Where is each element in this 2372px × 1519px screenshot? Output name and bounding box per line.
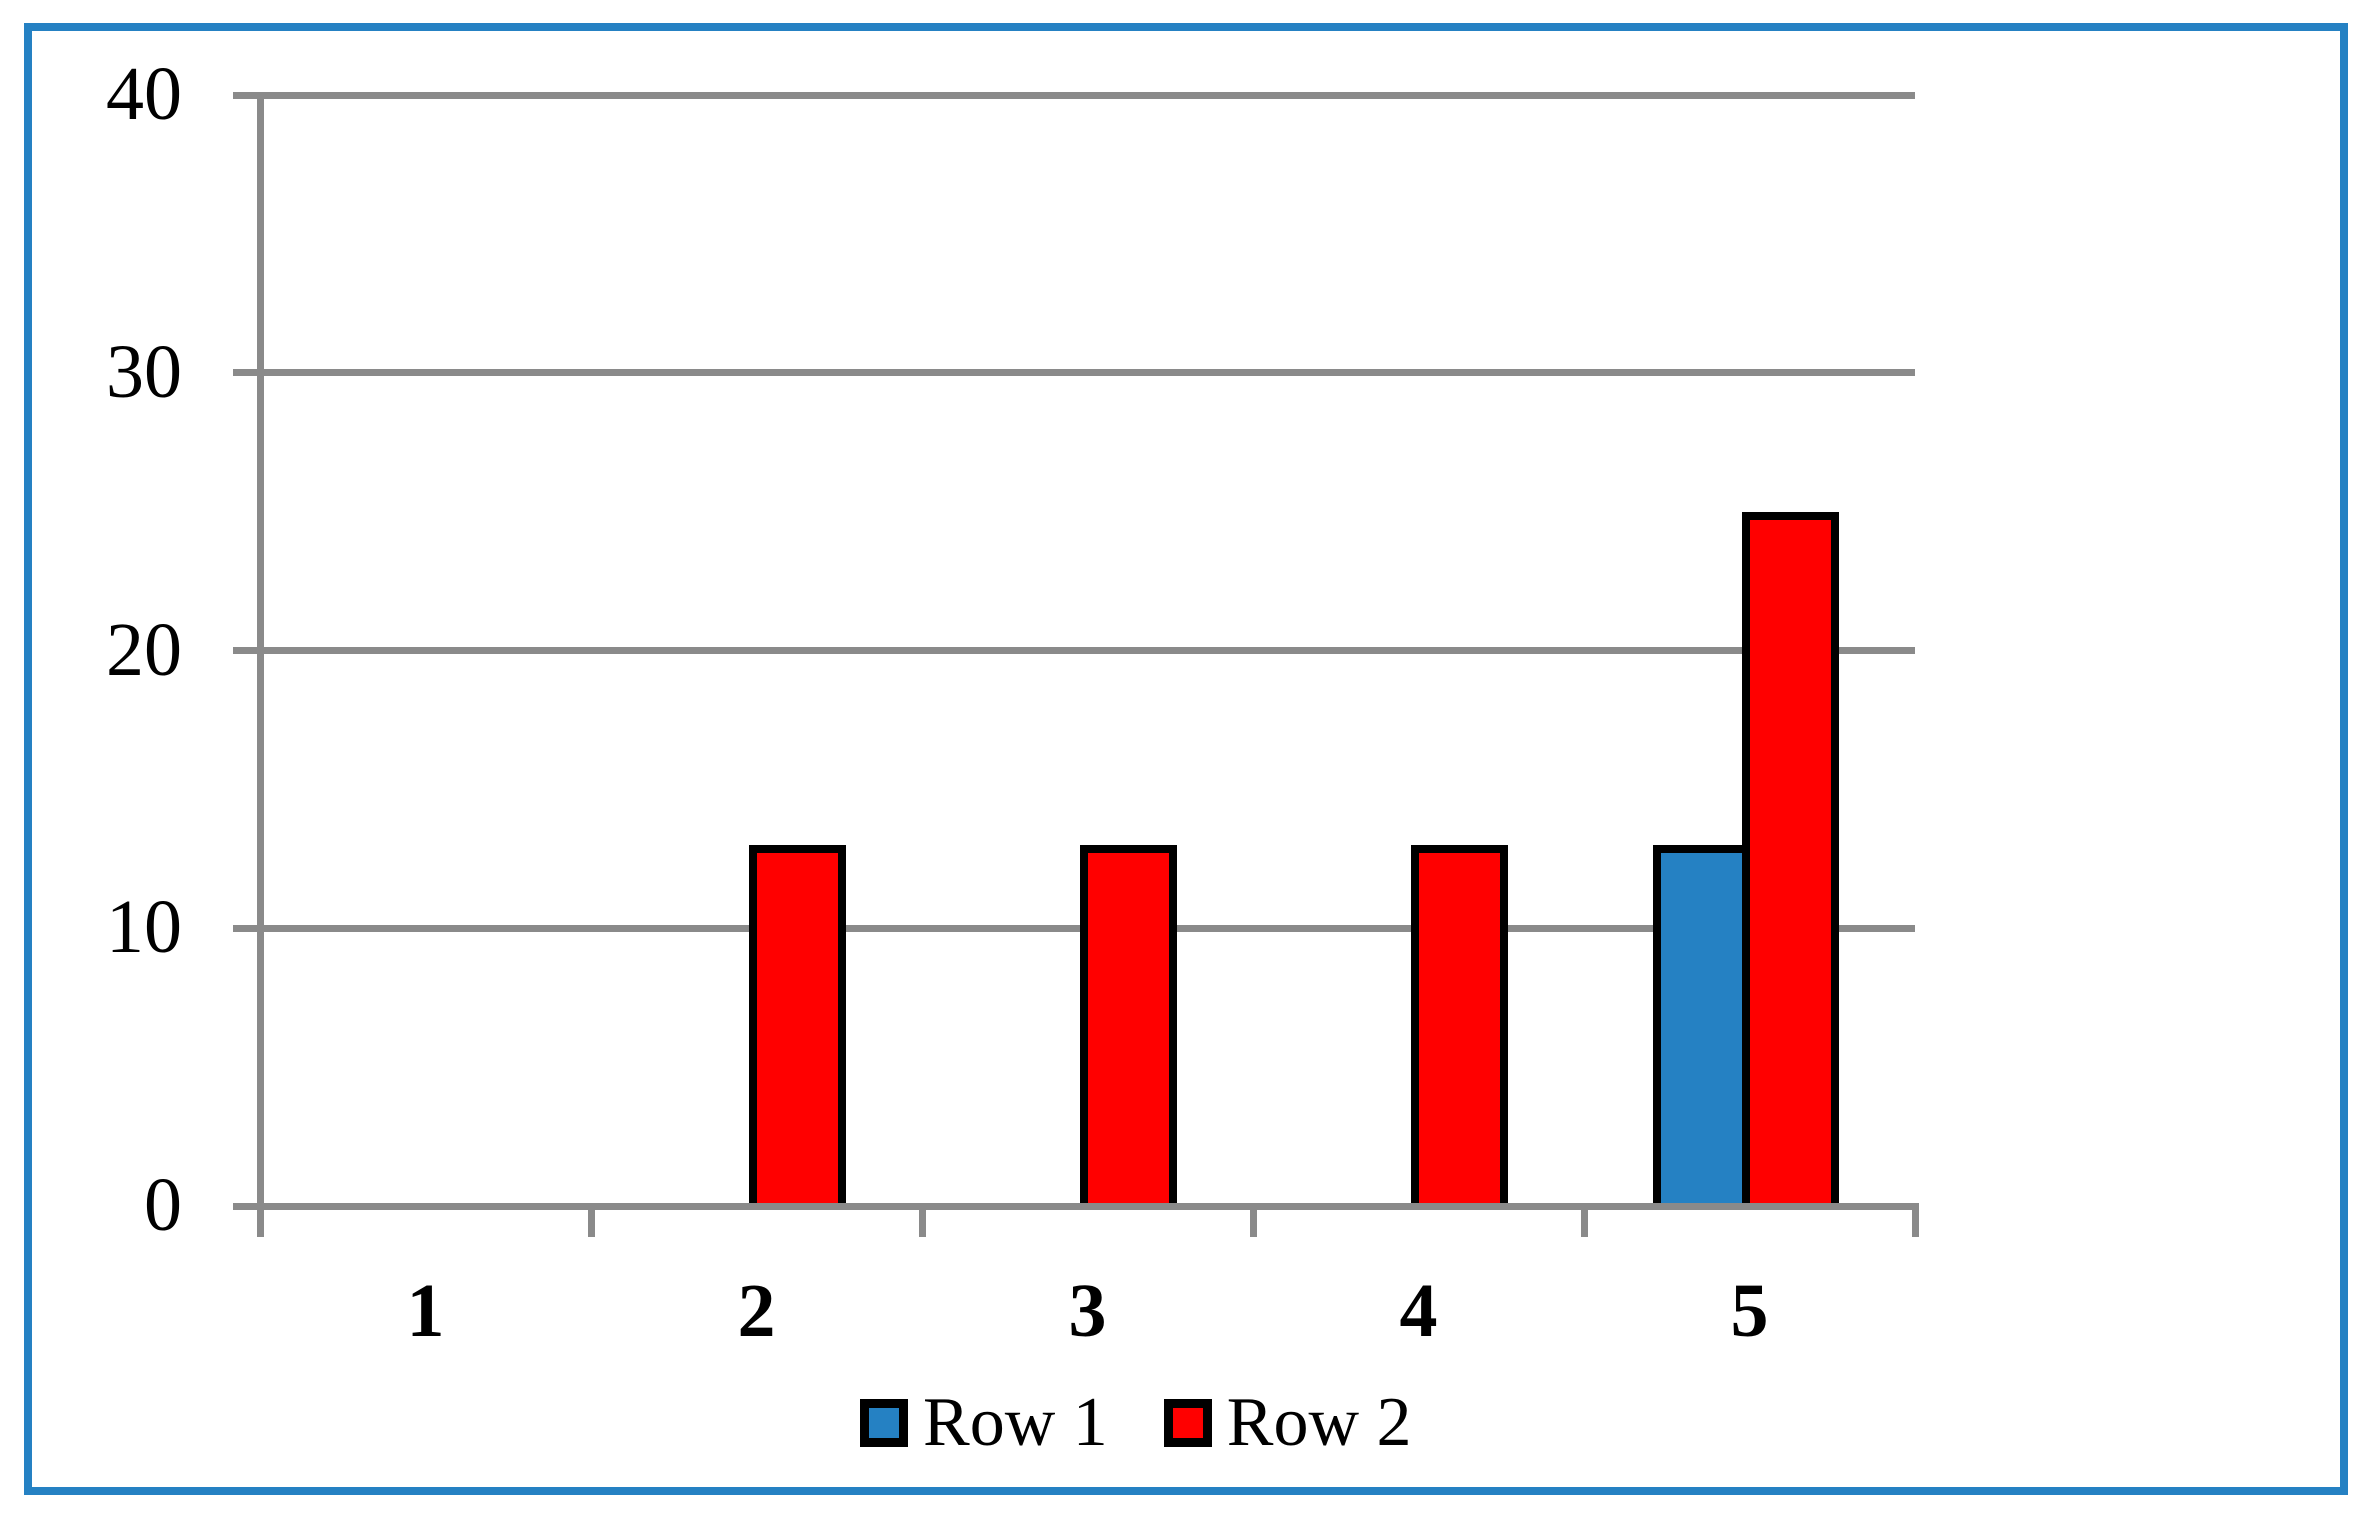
x-axis-tick: [256, 1202, 264, 1237]
legend-label-row-1: Row 1: [923, 1383, 1108, 1461]
legend-swatch-row-1: [860, 1398, 908, 1447]
bar-row-2-cat-2: [748, 844, 846, 1210]
bar-row-2-cat-3: [1079, 844, 1177, 1210]
x-axis-tick-label: 5: [1730, 1269, 1769, 1353]
legend-label-row-2: Row 2: [1226, 1383, 1412, 1461]
y-axis-tick-label: 0: [144, 1163, 182, 1247]
chart-frame: [24, 23, 2348, 1495]
x-axis-line: [233, 1202, 1919, 1210]
gridline-y-20: [233, 647, 1915, 654]
legend-swatch-row-2: [1163, 1398, 1212, 1447]
x-axis-tick: [1911, 1202, 1919, 1237]
x-axis-tick: [1580, 1202, 1588, 1237]
y-axis-tick-label: 30: [106, 329, 182, 414]
x-axis-tick-label: 2: [737, 1269, 776, 1353]
y-axis-tick-label: 40: [106, 52, 182, 136]
bar-row-2-cat-5: [1741, 511, 1839, 1210]
x-axis-tick-label: 3: [1068, 1269, 1107, 1353]
x-axis-tick: [1249, 1202, 1257, 1237]
y-axis-tick-label: 20: [106, 607, 182, 692]
bar-row-2-cat-4: [1410, 844, 1508, 1210]
gridline-y-30: [233, 369, 1915, 377]
gridline-y-40: [233, 91, 1915, 99]
x-axis-tick: [587, 1202, 595, 1237]
x-axis-tick-label: 4: [1399, 1269, 1438, 1353]
legend: Row 1 Row 2: [860, 1387, 1412, 1457]
gridline-y-10: [233, 924, 1915, 932]
y-axis-line: [256, 91, 264, 1210]
x-axis-tick-label: 1: [406, 1269, 445, 1353]
y-axis-tick-label: 10: [106, 885, 182, 970]
x-axis-tick: [918, 1202, 926, 1237]
bar-row-1-cat-5: [1652, 844, 1750, 1210]
